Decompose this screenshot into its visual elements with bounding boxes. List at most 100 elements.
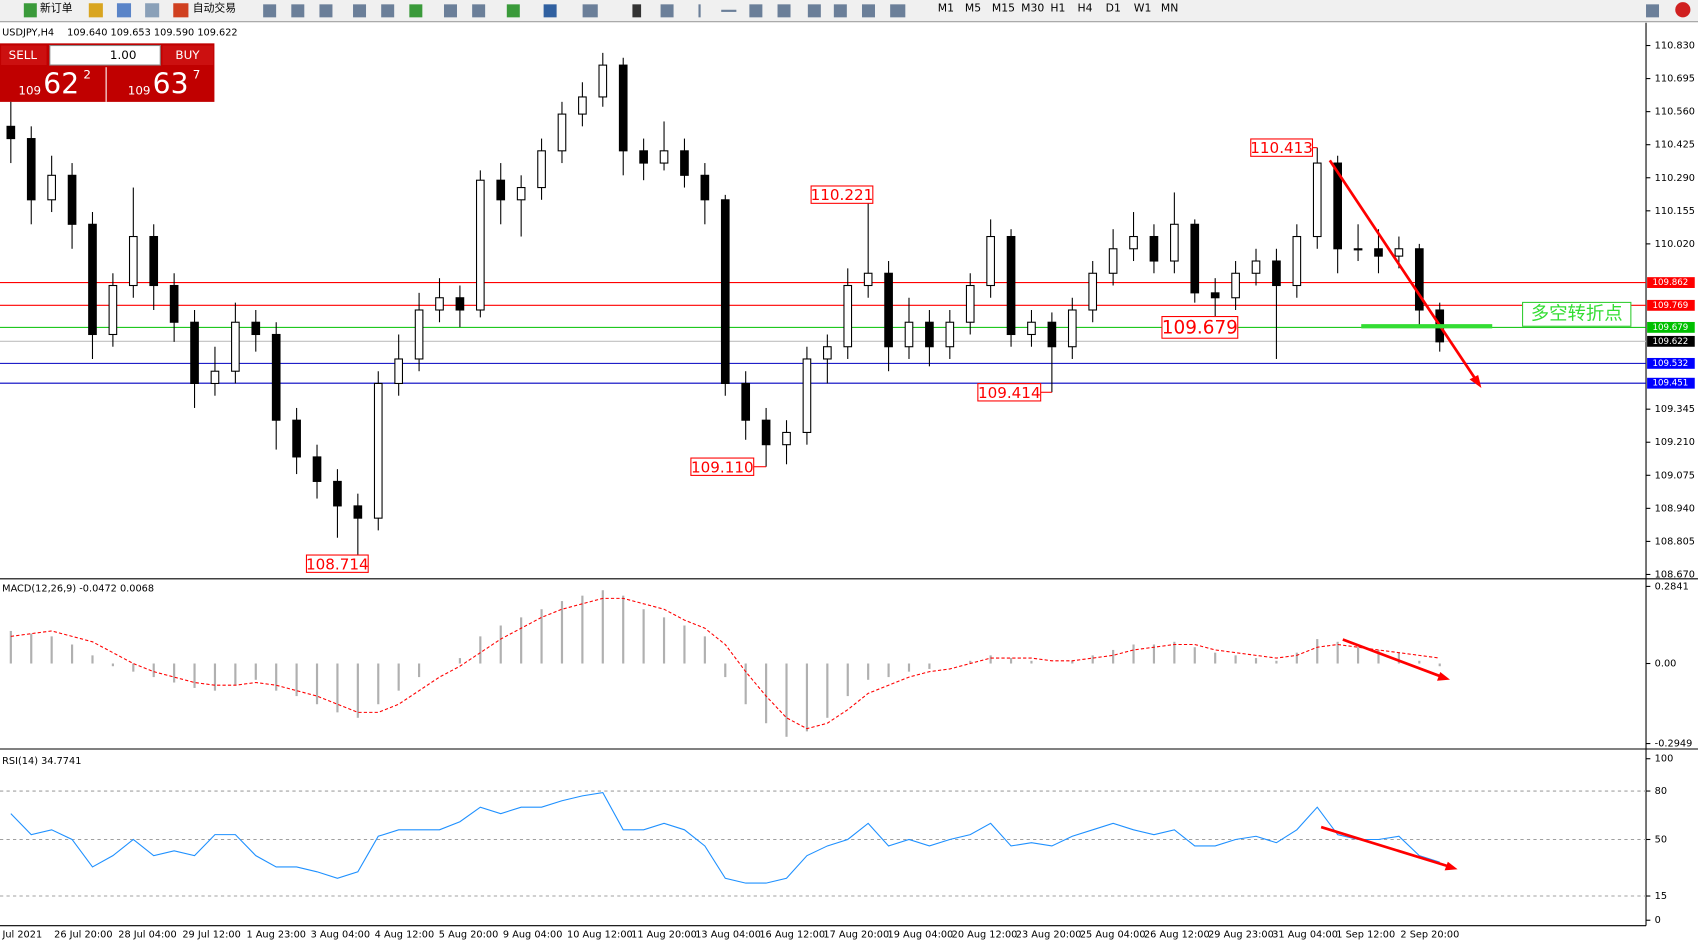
timeframe[interactable]: H4 xyxy=(1077,2,1092,15)
auto-trading[interactable]: 自动交易 xyxy=(193,1,236,15)
symbol: USDJPY,H4 xyxy=(2,28,54,39)
candle-body xyxy=(414,309,424,360)
icon[interactable] xyxy=(698,4,701,18)
macd-bar xyxy=(601,590,604,664)
lot-input[interactable] xyxy=(49,44,161,66)
icon[interactable] xyxy=(543,4,557,18)
candle-body xyxy=(26,138,36,201)
icon[interactable] xyxy=(749,4,763,18)
macd-bar xyxy=(785,663,788,737)
auto-trading-icon[interactable] xyxy=(173,3,189,18)
candle-body xyxy=(720,199,730,385)
y-tick-label: 109.210 xyxy=(1655,437,1695,448)
icon[interactable] xyxy=(721,9,737,12)
ask-pip[interactable]: 7 xyxy=(193,67,201,81)
search-icon[interactable] xyxy=(1646,4,1660,18)
ask-main[interactable]: 63 xyxy=(153,68,189,101)
candle-body xyxy=(884,272,893,348)
icon[interactable] xyxy=(319,4,333,18)
timeframe[interactable]: M30 xyxy=(1021,2,1044,15)
y-tick-label: 108.670 xyxy=(1655,569,1695,580)
ask-big[interactable]: 109 xyxy=(128,84,151,98)
timeframe[interactable]: MN xyxy=(1161,2,1178,15)
timeframe[interactable]: M1 xyxy=(938,2,954,15)
x-tick-label: 11 Aug 20:00 xyxy=(631,929,697,940)
timeframe[interactable]: H1 xyxy=(1050,2,1065,15)
bid-big[interactable]: 109 xyxy=(18,84,41,98)
level-label: 109.679 xyxy=(1653,323,1689,333)
icon[interactable] xyxy=(833,4,847,18)
sell-button[interactable] xyxy=(1,45,47,66)
timeframe[interactable]: M5 xyxy=(965,2,981,15)
icon[interactable] xyxy=(582,4,598,18)
y-tick-label: 50 xyxy=(1655,834,1667,845)
icon[interactable] xyxy=(353,4,367,18)
buy-label[interactable]: BUY xyxy=(175,48,200,62)
candle-body xyxy=(1414,248,1424,311)
icon[interactable] xyxy=(472,4,486,18)
macd-bar xyxy=(30,633,33,664)
macd-bar xyxy=(1418,660,1421,664)
new-order-icon[interactable] xyxy=(23,3,37,18)
macd-bar xyxy=(581,595,584,664)
ohlc: 109.640 109.653 109.590 109.622 xyxy=(67,28,237,39)
macd-bar xyxy=(1173,641,1176,664)
candle-body xyxy=(1312,162,1322,238)
candle-body xyxy=(782,431,791,446)
icon[interactable] xyxy=(263,4,277,18)
x-tick-label: 5 Aug 20:00 xyxy=(439,929,499,940)
x-tick-label: 23 Jul 2021 xyxy=(0,929,42,940)
icon[interactable] xyxy=(443,4,457,18)
level-tag xyxy=(1647,321,1695,333)
x-tick-label: 29 Jul 12:00 xyxy=(182,929,240,940)
candle-body xyxy=(1190,223,1200,294)
buy-button[interactable] xyxy=(162,45,214,66)
timeframe[interactable]: M15 xyxy=(992,2,1015,15)
icon[interactable] xyxy=(291,4,305,18)
macd-bar xyxy=(1316,639,1319,664)
lot-value[interactable]: 1.00 xyxy=(110,48,137,62)
icon[interactable] xyxy=(807,4,821,18)
icon[interactable] xyxy=(632,4,642,18)
candle-body xyxy=(108,284,118,336)
bid-main[interactable]: 62 xyxy=(43,68,79,101)
callout-box xyxy=(1522,301,1632,327)
new-order[interactable]: 新订单 xyxy=(40,1,73,15)
candle-body xyxy=(802,358,812,433)
sell-label[interactable]: SELL xyxy=(9,48,38,62)
icon[interactable] xyxy=(890,4,906,18)
icon[interactable] xyxy=(381,4,395,18)
y-tick-label: -0.2949 xyxy=(1655,739,1693,750)
candle-body xyxy=(1108,248,1118,274)
x-tick-label: 4 Aug 12:00 xyxy=(375,929,435,940)
icon[interactable] xyxy=(660,4,674,18)
macd-bar xyxy=(928,663,931,669)
icon[interactable] xyxy=(116,3,132,18)
toolbar xyxy=(0,0,1698,22)
macd-bar xyxy=(1132,644,1135,664)
icon[interactable] xyxy=(409,4,423,18)
macd-bar xyxy=(91,655,94,664)
macd-bar xyxy=(1377,649,1380,664)
x-tick-label: 3 Aug 04:00 xyxy=(311,929,371,940)
candle-body xyxy=(557,113,567,152)
bid-pip[interactable]: 2 xyxy=(83,67,91,81)
annotation: 109.679 xyxy=(1162,317,1238,338)
icon[interactable] xyxy=(88,3,103,18)
alerts-icon[interactable] xyxy=(1675,2,1691,18)
y-tick-label: 110.830 xyxy=(1655,41,1695,52)
macd-bar xyxy=(418,663,421,678)
macd-bar xyxy=(213,663,217,691)
icon[interactable] xyxy=(777,4,791,18)
y-tick-label: 108.940 xyxy=(1655,503,1695,514)
timeframe[interactable]: D1 xyxy=(1106,2,1121,15)
macd-bar xyxy=(1193,647,1196,664)
icon[interactable] xyxy=(506,4,520,18)
timeframe[interactable]: W1 xyxy=(1134,2,1152,15)
icon[interactable] xyxy=(145,3,160,18)
icon[interactable] xyxy=(861,4,875,18)
macd-bar xyxy=(254,663,257,680)
y-tick-label: 0 xyxy=(1655,915,1661,926)
macd-bar xyxy=(1152,644,1156,664)
y-tick-label: 80 xyxy=(1655,786,1667,797)
